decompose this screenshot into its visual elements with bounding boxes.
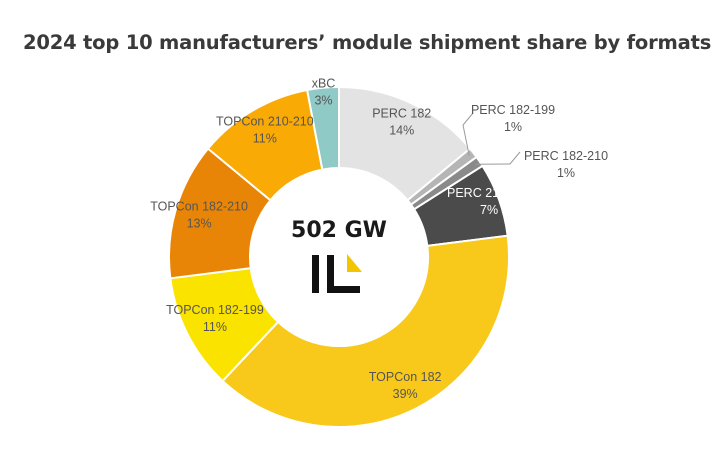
il-logo-base (327, 286, 360, 293)
slice-label-name-topcon-210-210: TOPCon 210-210 (216, 115, 314, 129)
center-group: 502 GW (291, 218, 387, 293)
chart-title: 2024 top 10 manufacturers’ module shipme… (23, 31, 712, 54)
slice-label-value-perc-182-199: 1% (504, 120, 522, 134)
slice-xbc (305, 85, 340, 171)
slice-label-value-topcon-210-210: 11% (253, 132, 277, 146)
slice-label-name-perc-182-210: PERC 182-210 (524, 149, 608, 163)
il-logo (312, 254, 362, 293)
slice-label-value-perc-182: 14% (389, 124, 414, 138)
il-logo-bar-l (327, 255, 334, 293)
slice-label-name-xbc: xBC (312, 76, 336, 90)
donut-slices (168, 85, 510, 428)
slice-label-value-perc-210-210: 7% (480, 203, 498, 217)
slice-label-value-topcon-182-199: 11% (203, 320, 227, 334)
il-logo-bar-i (312, 255, 319, 293)
slice-label-name-topcon-182: TOPCon 182 (369, 370, 442, 384)
slice-label-name-perc-182: PERC 182 (372, 107, 431, 121)
leader-line-perc-182-210 (475, 151, 521, 165)
slice-label-name-topcon-182-210: TOPCon 182-210 (150, 199, 248, 213)
slice-label-value-perc-182-210: 1% (557, 166, 575, 180)
leader-lines (462, 112, 521, 165)
donut-hole (251, 169, 427, 345)
il-logo-triangle (347, 254, 362, 272)
center-total: 502 GW (291, 218, 387, 243)
slice-label-name-perc-182-199: PERC 182-199 (471, 103, 555, 117)
slice-label-name-topcon-182-199: TOPCon 182-199 (166, 303, 264, 317)
slice-labels: PERC 182 14% PERC 182-199 1% PERC 182-210 1% P… (150, 76, 608, 400)
slice-label-name-perc-210-210: PERC 210-210 (447, 186, 531, 200)
slice-label-value-xbc: 3% (314, 93, 332, 107)
leader-line-perc-182-199 (462, 112, 474, 157)
slice-label-value-topcon-182: 39% (393, 387, 418, 401)
slice-label-value-topcon-182-210: 13% (187, 216, 212, 230)
slice-topcon-182 (221, 234, 510, 428)
